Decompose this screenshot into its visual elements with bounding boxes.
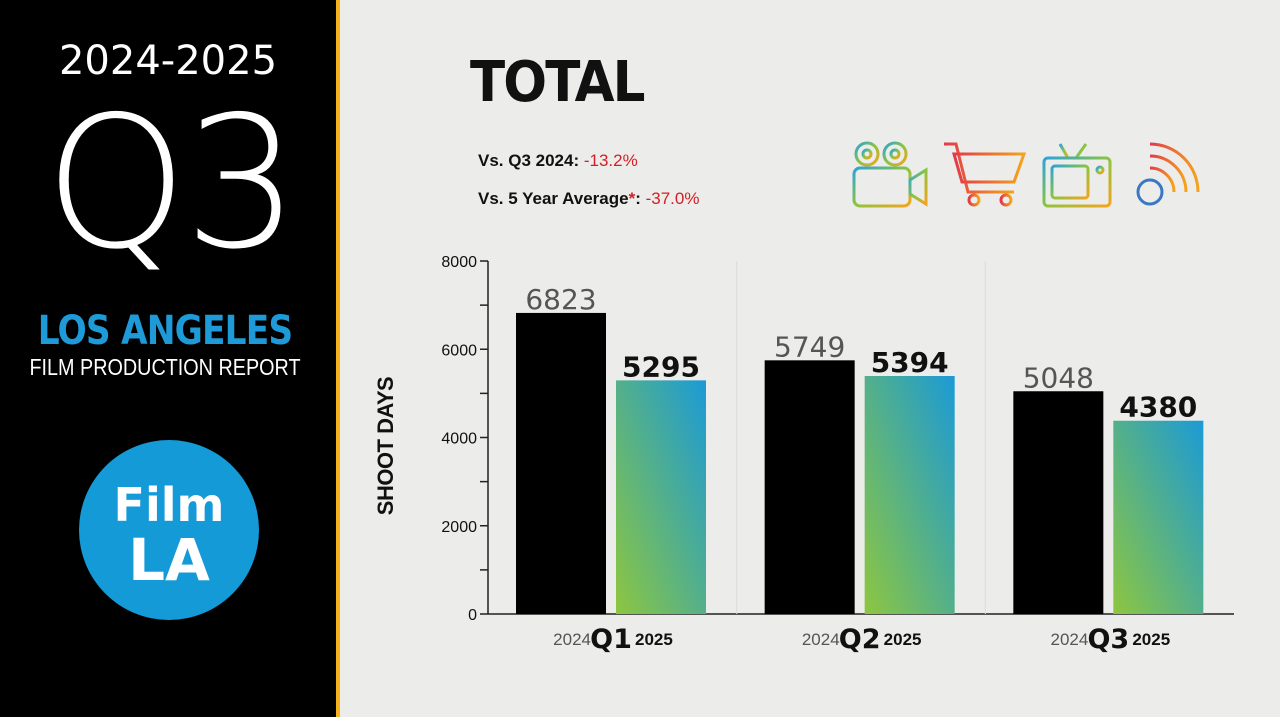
- y-tick-label: 6000: [441, 342, 477, 359]
- media-icons: [852, 141, 1200, 208]
- x-label-series-2024: 2024: [553, 630, 591, 649]
- y-tick-label: 0: [468, 607, 477, 624]
- data-label-2024-Q1: 6823: [525, 283, 596, 316]
- logo-text-la: LA: [128, 526, 210, 594]
- bar-2024-Q2: [764, 360, 855, 614]
- bar-2025-Q3: [1113, 420, 1204, 614]
- stat-vs-five-year-value: -37.0%: [645, 189, 700, 208]
- bar-2025-Q2: [864, 375, 955, 614]
- filmla-logo: Film LA: [79, 440, 259, 620]
- data-label-2025-Q2: 5394: [871, 346, 949, 379]
- report-city: LOS ANGELES: [37, 308, 293, 354]
- x-label-series-2025: 2025: [635, 630, 673, 649]
- data-label-2025-Q3: 4380: [1119, 391, 1197, 424]
- x-label-series-2025: 2025: [884, 630, 922, 649]
- report-subtitle: FILM PRODUCTION REPORT: [29, 354, 301, 380]
- x-tick-label-quarter: Q2: [839, 624, 881, 655]
- sidebar-accent-border: [336, 0, 340, 717]
- stat-vs-last-year: Vs. Q3 2024: -13.2%: [478, 151, 638, 171]
- bar-2025-Q1: [616, 380, 706, 614]
- y-tick-label: 8000: [441, 254, 477, 271]
- shopping-cart-icon: [944, 142, 1027, 207]
- stat-vs-five-year-colon: :: [635, 189, 646, 208]
- bar-2024-Q3: [1013, 391, 1104, 614]
- y-tick-label: 2000: [441, 519, 477, 536]
- stat-vs-five-year: Vs. 5 Year Average*: -37.0%: [478, 189, 699, 209]
- data-label-2024-Q3: 5048: [1023, 361, 1094, 394]
- chart-title: TOTAL: [470, 50, 645, 115]
- data-label-2024-Q2: 5749: [774, 330, 845, 363]
- sidebar: 2024-2025 Q3 LOS ANGELES FILM PRODUCTION…: [0, 0, 336, 717]
- stat-vs-five-year-label: Vs. 5 Year Average: [478, 189, 629, 208]
- y-tick-label: 4000: [441, 431, 477, 448]
- logo-text-film: Film: [113, 478, 225, 532]
- x-label-series-2025: 2025: [1132, 630, 1170, 649]
- x-label-series-2024: 2024: [1051, 630, 1089, 649]
- bar-2024-Q1: [516, 312, 606, 614]
- x-tick-label-quarter: Q3: [1087, 624, 1129, 655]
- x-tick-label-quarter: Q1: [590, 624, 632, 655]
- report-quarter: Q3: [44, 77, 299, 289]
- stat-vs-last-year-label: Vs. Q3 2024:: [478, 151, 584, 170]
- x-label-series-2024: 2024: [802, 630, 840, 649]
- broadcast-signal-icon: [1136, 142, 1200, 206]
- television-icon: [1042, 143, 1112, 208]
- report-years: 2024-2025: [58, 38, 278, 84]
- data-label-2025-Q1: 5295: [622, 350, 700, 383]
- stat-footnote-star: *: [628, 189, 636, 208]
- stat-vs-last-year-value: -13.2%: [583, 151, 638, 170]
- film-camera-icon: [852, 141, 928, 208]
